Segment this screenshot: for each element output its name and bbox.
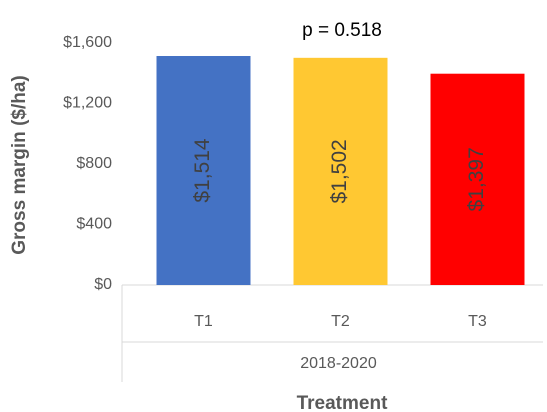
x-axis-title: Treatment	[297, 393, 388, 412]
bar	[293, 57, 388, 286]
data-label: $1,397	[465, 147, 488, 211]
y-tick-label: $800	[76, 155, 112, 172]
y-axis-title: Gross margin ($/ha)	[9, 75, 30, 255]
y-tick-label: $1,600	[63, 34, 112, 51]
x-tick-label: T1	[194, 313, 213, 330]
annotation: p = 0.518	[302, 20, 382, 41]
data-label: $1,502	[328, 139, 351, 203]
x-tick-label: T2	[331, 313, 350, 330]
bar	[430, 73, 525, 285]
data-label: $1,514	[191, 138, 214, 203]
y-tick-label: $400	[76, 216, 112, 233]
category-group-label: 2018-2020	[300, 355, 377, 372]
y-tick-label: $1,200	[63, 95, 112, 112]
x-tick-label: T3	[468, 313, 487, 330]
bar	[156, 56, 251, 285]
y-tick-label: $0	[94, 276, 112, 293]
